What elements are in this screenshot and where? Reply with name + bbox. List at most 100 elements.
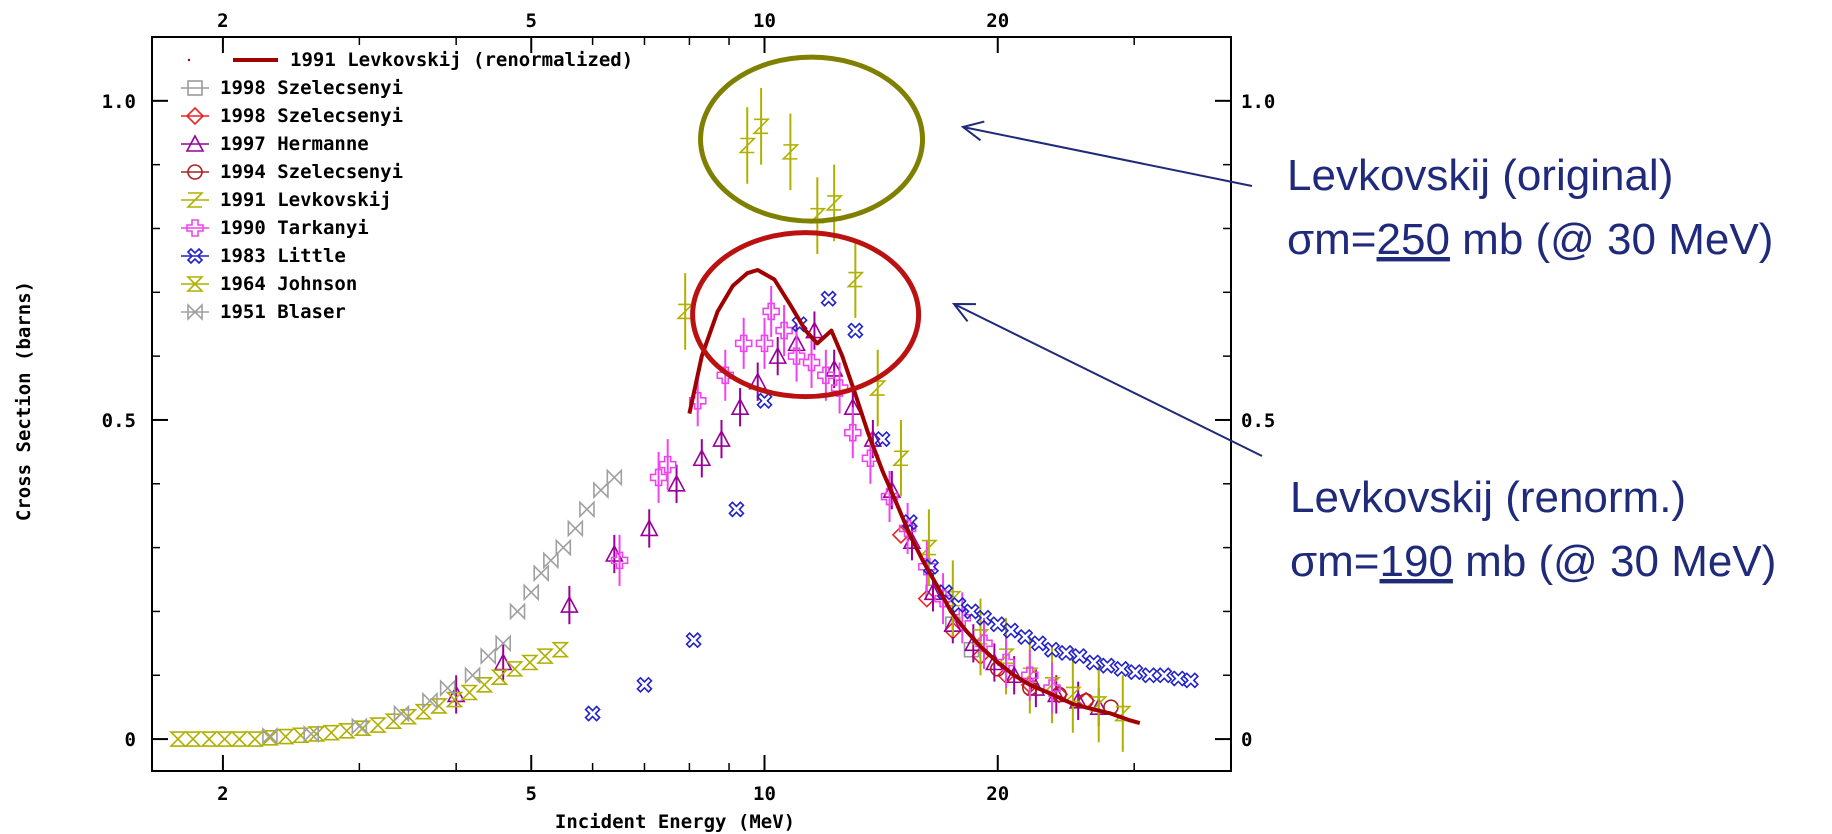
data-point [667,474,686,492]
data-point [730,397,750,415]
annotation-text: σm=250 mb (@ 30 MeV) [1287,215,1773,264]
data-point [922,558,940,575]
data-point [820,290,837,307]
data-point [649,468,668,487]
data-point [768,346,788,364]
legend-label: 1951 Blaser [220,301,346,323]
legend-marker [186,276,204,292]
data-point [728,501,745,518]
data-point [475,677,494,693]
series-7 [584,290,1199,722]
legend-marker [185,134,205,152]
data-point [509,602,526,621]
data-point [830,379,849,397]
data-point [262,726,278,745]
legend-marker [187,303,203,321]
data-point [322,724,341,741]
arrow-head [960,120,985,142]
x-axis-label: Incident Energy (MeV) [555,811,795,833]
arrow-head [951,302,977,322]
data-point [184,731,202,747]
data-point [1057,644,1075,662]
legend: 1991 Levkovskij (renormalized) 1998 Szele… [181,49,633,323]
data-point [1141,667,1158,684]
y-tick-label-right: 0 [1241,729,1252,751]
legend-item: 1998 Szelecsenyi [181,105,403,127]
data-point [579,500,595,519]
legend-marker [185,106,205,126]
annotation-text: σm=190 mb (@ 30 MeV) [1290,537,1776,586]
data-point [1182,672,1199,689]
data-point [787,347,806,365]
data-point [399,708,418,725]
plot-border [151,36,1232,772]
data-point [1004,665,1024,684]
data-point [560,595,579,613]
data-point [762,302,780,321]
data-point [1002,622,1020,639]
data-point [351,717,368,736]
highlight-ellipse [698,54,926,224]
data-point [817,366,835,385]
data-point [963,603,980,620]
data-point [555,538,572,557]
data-point [752,118,771,135]
data-point [892,450,910,467]
data-point [584,705,601,722]
x-tick-label-top: 10 [753,10,776,32]
legend-label: 1991 Levkovskij [220,189,392,211]
arrow-line [953,303,1263,457]
legend-item: 1994 Szelecsenyi [181,161,403,183]
data-point [1113,705,1132,722]
data-point [688,392,707,410]
data-point [520,654,539,671]
data-point [1127,663,1144,681]
data-point [847,322,864,339]
highlight-ellipse [690,230,922,400]
data-series [169,88,1199,752]
data-point [1099,657,1116,674]
y-tick-label-right: 0.5 [1241,410,1275,432]
arrow-line [962,126,1253,187]
data-point [1030,635,1048,652]
data-point [755,334,774,353]
data-point [975,609,993,626]
series-line-0 [687,268,1141,726]
data-point [919,539,938,556]
legend-item: 1951 Blaser [181,301,346,323]
legend-item: 1991 Levkovskij (renormalized) [187,49,633,71]
legend-marker [186,192,204,208]
data-point [1156,667,1173,684]
data-point [636,676,653,693]
data-point [1043,641,1061,658]
legend-item: 1983 Little [181,245,346,267]
data-point [593,481,609,500]
data-point [490,669,509,685]
data-point [734,334,753,353]
data-point [846,271,865,288]
x-tick-label-top: 20 [986,10,1009,32]
legend-label: 1964 Johnson [220,273,357,295]
data-point [891,525,911,544]
legend-item: 1991 Levkovskij [181,189,392,211]
data-point [480,647,497,666]
data-point [1017,628,1034,646]
legend-label: 1998 Szelecsenyi [220,77,403,99]
data-point [533,564,549,583]
data-point [439,679,456,697]
data-point [923,582,943,601]
annotations: Levkovskij (original) σm=250 mb (@ 30 MeV… [690,54,1776,586]
legend-marker [187,164,203,180]
data-point [460,684,479,701]
data-point [901,513,918,531]
legend-item: 1990 Tarkanyi [181,217,369,239]
annotation-1: Levkovskij (renorm.) σm=190 mb (@ 30 MeV) [690,230,1776,586]
data-point [1063,686,1082,703]
series-8 [169,641,570,747]
legend-label: 1991 Levkovskij (renormalized) [290,49,633,71]
data-point [303,725,319,743]
data-point [536,648,555,664]
legend-dot [187,58,191,62]
data-point [551,641,570,658]
